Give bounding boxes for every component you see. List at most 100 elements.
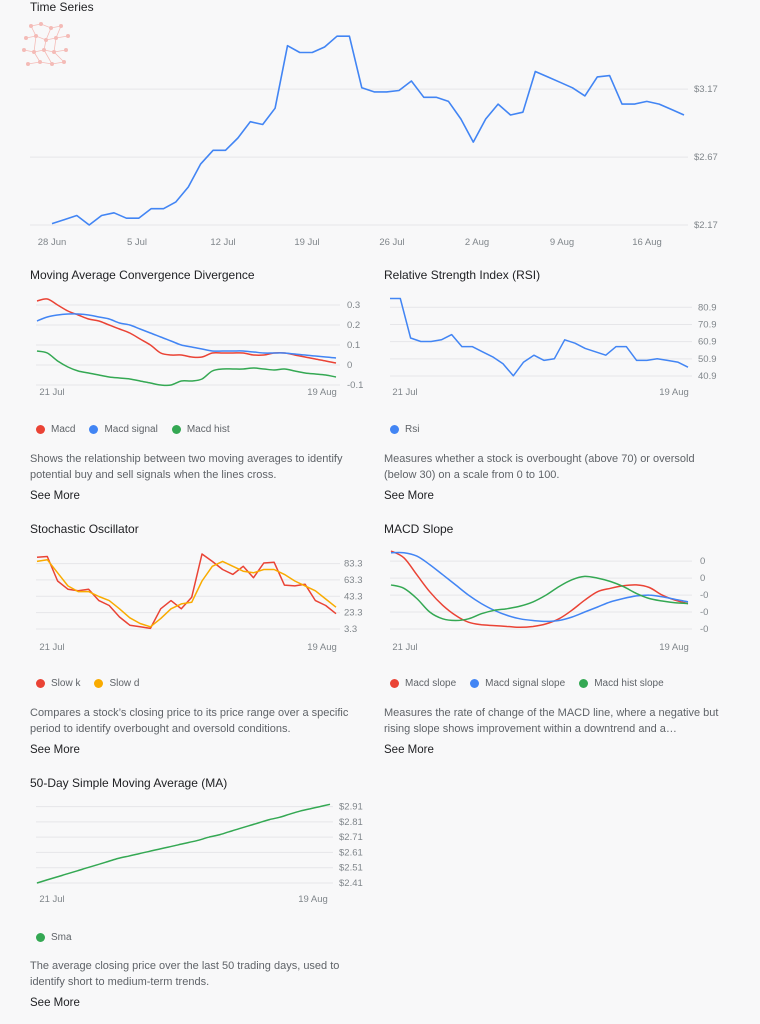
macd-legend: Macd Macd signal Macd hist (36, 424, 230, 435)
time-series-chart: $3.17 $2.67 $2.17 28 Jun 5 Jul 12 Jul 19 Jul 26… (30, 35, 718, 248)
time-series-title: Time Series (30, 0, 94, 14)
series-line-0 (51, 35, 685, 226)
rsi-title: Relative Strength Index (RSI) (384, 268, 541, 282)
y-tick-label: $2.51 (339, 863, 363, 874)
x-tick-label: 19 Aug (659, 387, 689, 398)
legend-item[interactable]: Slow d (94, 678, 139, 689)
legend-dot-icon (36, 425, 45, 434)
y-tick-label: 0.1 (347, 340, 360, 351)
x-tick-label: 16 Aug (632, 237, 662, 248)
legend-label: Macd hist slope (594, 678, 664, 689)
legend-item[interactable]: Macd slope (390, 678, 456, 689)
y-tick-label: $3.17 (694, 84, 718, 95)
rsi-legend: Rsi (390, 424, 419, 435)
y-tick-label: 0 (700, 573, 705, 584)
stochastic-see-more-link[interactable]: See More (30, 744, 80, 756)
legend-item[interactable]: Macd signal slope (470, 678, 565, 689)
legend-label: Sma (51, 932, 72, 943)
macd-description: Shows the relationship between two movin… (30, 453, 343, 481)
x-tick-label: 21 Jul (392, 387, 417, 398)
y-tick-label: $2.17 (694, 220, 718, 231)
y-tick-label: -0.1 (347, 380, 363, 391)
series-line-slow-d (36, 558, 337, 628)
x-tick-label: 21 Jul (39, 894, 64, 905)
x-tick-label: 5 Jul (127, 237, 147, 248)
macd-slope-see-more-link[interactable]: See More (384, 744, 434, 756)
sma-see-more-link[interactable]: See More (30, 997, 80, 1009)
y-tick-label: 50.9 (698, 354, 717, 365)
legend-label: Rsi (405, 424, 420, 435)
series-line-macd-hist-slope (390, 575, 689, 622)
stochastic-title: Stochastic Oscillator (30, 522, 139, 536)
legend-label: Macd slope (405, 678, 457, 689)
y-tick-label: 3.3 (344, 624, 357, 635)
series-line-rsi (390, 297, 689, 377)
x-tick-label: 28 Jun (38, 237, 67, 248)
legend-item[interactable]: Slow k (36, 678, 80, 689)
legend-label: Slow k (51, 678, 81, 689)
series-line-sma (36, 803, 331, 884)
y-tick-label: $2.71 (339, 832, 363, 843)
legend-item[interactable]: Sma (36, 932, 72, 943)
series-line-macd-hist (36, 350, 337, 387)
y-tick-label: 40.9 (698, 371, 717, 382)
rsi-description: Measures whether a stock is overbought (… (384, 453, 695, 481)
x-tick-label: 9 Aug (550, 237, 574, 248)
legend-item[interactable]: Macd hist slope (579, 678, 664, 689)
x-tick-label: 19 Aug (298, 894, 328, 905)
logo-icon (22, 22, 70, 66)
y-tick-label: 83.3 (344, 559, 363, 570)
legend-item[interactable]: Rsi (390, 424, 419, 435)
rsi-see-more-link[interactable]: See More (384, 490, 434, 502)
legend-dot-icon (470, 679, 480, 688)
legend-dot-icon (171, 425, 181, 434)
macd-slope-chart: 0 0 -0 -0 -0 21 Jul 19 Aug (390, 550, 708, 653)
legend-label: Macd (51, 424, 76, 435)
legend-dot-icon (89, 425, 99, 434)
x-tick-label: 19 Jul (294, 237, 319, 248)
y-tick-label: 0 (700, 556, 705, 567)
sma-description: The average closing price over the last … (30, 960, 340, 988)
x-tick-label: 19 Aug (307, 642, 337, 653)
legend-dot-icon (36, 933, 45, 942)
legend-dot-icon (390, 425, 399, 434)
macd-slope-legend: Macd slope Macd signal slope Macd hist slo… (390, 678, 664, 689)
y-tick-label: 43.3 (344, 591, 363, 602)
y-tick-label: 63.3 (344, 575, 363, 586)
legend-dot-icon (36, 679, 45, 688)
stochastic-legend: Slow k Slow d (36, 678, 139, 689)
rsi-chart: 80.9 70.9 60.9 50.9 40.9 21 Jul 19 Aug (390, 297, 717, 398)
x-tick-label: 21 Jul (39, 387, 64, 398)
y-tick-label: 0 (347, 360, 352, 371)
x-tick-label: 19 Aug (307, 387, 337, 398)
x-tick-label: 21 Jul (39, 642, 64, 653)
x-tick-label: 26 Jul (379, 237, 404, 248)
y-tick-label: $2.61 (339, 847, 363, 858)
y-tick-label: -0 (700, 624, 708, 635)
y-tick-label: $2.91 (339, 802, 363, 813)
x-tick-label: 19 Aug (659, 642, 689, 653)
y-tick-label: 70.9 (698, 319, 717, 330)
legend-dot-icon (94, 679, 104, 688)
legend-item[interactable]: Macd signal (89, 424, 158, 435)
y-tick-label: 0.3 (347, 300, 360, 311)
legend-label: Macd hist (186, 424, 230, 435)
macd-see-more-link[interactable]: See More (30, 490, 80, 502)
legend-dot-icon (579, 679, 589, 688)
legend-label: Slow d (109, 678, 140, 689)
y-tick-label: 23.3 (344, 608, 363, 619)
sma-title: 50-Day Simple Moving Average (MA) (30, 776, 228, 790)
series-line-macd-signal-slope (390, 551, 689, 623)
legend-item[interactable]: Macd (36, 424, 75, 435)
x-tick-label: 2 Aug (465, 237, 489, 248)
legend-label: Macd signal (104, 424, 158, 435)
macd-title: Moving Average Convergence Divergence (30, 268, 255, 282)
stochastic-description: Compares a stock’s closing price to its … (30, 707, 349, 735)
legend-item[interactable]: Macd hist (171, 424, 230, 435)
sma-chart: $2.91 $2.81 $2.71 $2.61 $2.51 $2.41 21 Jul 19 A… (36, 802, 363, 905)
series-line-macd-signal (36, 313, 337, 359)
y-tick-label: 80.9 (698, 302, 717, 313)
y-tick-label: 0.2 (347, 320, 360, 331)
y-tick-label: 60.9 (698, 337, 717, 348)
y-tick-label: -0 (700, 607, 708, 618)
